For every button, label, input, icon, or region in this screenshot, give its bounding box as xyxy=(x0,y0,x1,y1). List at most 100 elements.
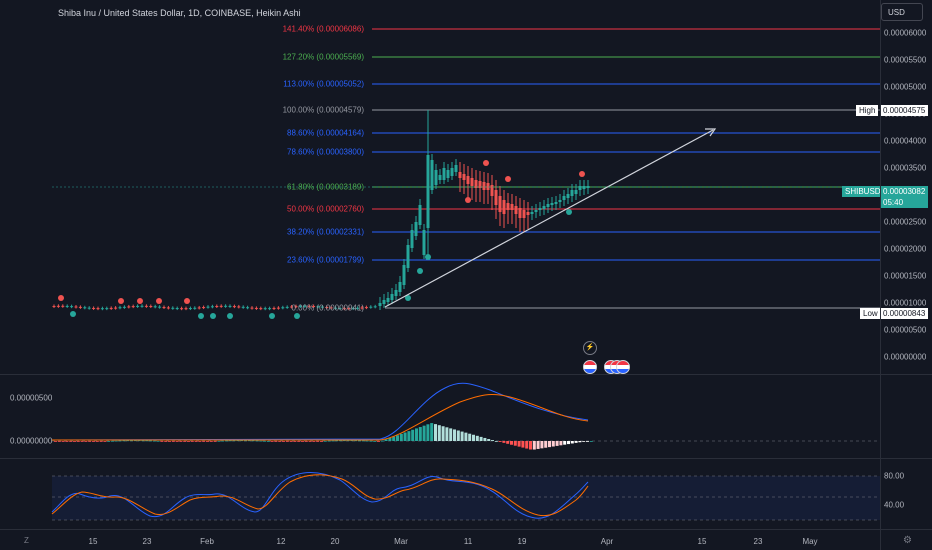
macd-bar xyxy=(555,441,559,446)
candle-body xyxy=(237,306,241,308)
macd-bar xyxy=(92,441,95,442)
candle-body xyxy=(558,200,562,202)
macd-bar xyxy=(228,440,232,442)
time-axis-label: 15 xyxy=(88,537,98,546)
candle-body xyxy=(259,308,263,310)
candle-body xyxy=(562,196,566,200)
candle-body xyxy=(522,210,526,218)
fib-level-label: 100.00% (0.00004579) xyxy=(282,105,364,115)
candle-body xyxy=(166,307,170,309)
tradingview-z-icon[interactable]: Z xyxy=(24,536,29,545)
macd-bar xyxy=(278,441,282,442)
candle-body xyxy=(394,290,398,296)
macd-bar xyxy=(369,440,373,442)
macd-bar xyxy=(525,441,529,449)
us-flag-event-icon[interactable] xyxy=(616,360,630,374)
candle-body xyxy=(149,306,153,308)
candle-body xyxy=(462,174,466,180)
macd-bar xyxy=(339,440,342,442)
candle-body xyxy=(482,182,486,190)
macd-bar xyxy=(247,440,251,442)
candle-body xyxy=(446,170,450,178)
us-flag-event-icon[interactable] xyxy=(583,360,597,374)
macd-bar xyxy=(111,440,114,442)
macd-axis-label: 0.00000500 xyxy=(10,393,53,403)
candle-body xyxy=(96,308,100,310)
currency-button[interactable]: USD xyxy=(881,3,923,21)
candle-body xyxy=(144,305,148,307)
chart-title: Shiba Inu / United States Dollar, 1D, CO… xyxy=(58,8,301,18)
macd-axis-label: 0.00000000 xyxy=(10,436,53,446)
macd-bar xyxy=(54,441,57,442)
pane-separator[interactable] xyxy=(0,458,932,459)
macd-histogram xyxy=(54,423,593,450)
candle-body xyxy=(197,307,201,309)
stoch-d-line xyxy=(51,474,589,517)
macd-bar xyxy=(118,440,122,442)
high-label-tag: High xyxy=(856,105,879,116)
settings-gear-icon[interactable]: ⚙ xyxy=(903,535,912,546)
macd-bar xyxy=(285,441,289,442)
signal-marker xyxy=(465,197,471,203)
candle-body xyxy=(414,222,418,236)
candle-body xyxy=(215,306,219,308)
candle-body xyxy=(398,282,402,292)
macd-bar xyxy=(168,441,171,442)
candle-body xyxy=(382,300,386,304)
macd-bar xyxy=(464,432,468,441)
macd-bar xyxy=(65,441,69,442)
macd-bar xyxy=(99,441,103,442)
price-axis-label: 0.00000000 xyxy=(884,352,927,362)
macd-bar xyxy=(61,441,65,442)
candle-body xyxy=(373,306,377,308)
macd-bar xyxy=(289,441,293,442)
macd-bar xyxy=(358,440,361,442)
signal-marker xyxy=(137,298,143,304)
macd-bar xyxy=(548,441,551,448)
candle-body xyxy=(206,306,210,308)
macd-bar xyxy=(282,441,285,442)
symbol-label-tag: SHIBUSD xyxy=(842,186,884,197)
candle-body xyxy=(498,196,502,212)
candle-body xyxy=(241,306,245,308)
candle-body xyxy=(546,204,550,207)
bar-countdown: 05:40 xyxy=(883,198,904,207)
candle-body xyxy=(378,303,382,306)
candle-body xyxy=(538,208,542,210)
candle-body xyxy=(307,305,311,307)
candle-body xyxy=(542,206,546,209)
macd-bar xyxy=(57,441,61,442)
macd-bar xyxy=(559,441,563,446)
macd-bar xyxy=(361,440,365,442)
macd-bar xyxy=(513,441,517,446)
macd-bar xyxy=(190,441,194,442)
macd-bar xyxy=(567,441,570,445)
macd-bar xyxy=(126,440,130,442)
candle-body xyxy=(347,308,351,310)
macd-bar xyxy=(342,440,346,442)
macd-bar xyxy=(479,436,483,441)
macd-bar xyxy=(107,440,111,442)
candle-body xyxy=(438,175,442,180)
candle-body xyxy=(136,305,140,307)
time-axis-label: 11 xyxy=(463,537,473,546)
lightning-icon[interactable]: ⚡ xyxy=(583,341,597,355)
macd-bar xyxy=(320,441,323,442)
fib-level-label: 127.20% (0.00005569) xyxy=(282,52,364,62)
macd-bar xyxy=(152,440,156,442)
pane-separator[interactable] xyxy=(0,374,932,375)
candle-body xyxy=(325,307,329,309)
candle-body xyxy=(184,308,188,310)
macd-bar xyxy=(396,435,399,441)
candle-body xyxy=(140,305,144,307)
macd-bar xyxy=(521,441,525,448)
macd-bar xyxy=(122,440,126,442)
macd-bar xyxy=(407,431,411,441)
candle-body xyxy=(418,205,422,225)
candle-body xyxy=(351,308,355,310)
candle-body xyxy=(294,306,298,308)
candle-body xyxy=(356,307,360,309)
candle-body xyxy=(526,212,530,215)
fib-level-label: 88.60% (0.00004164) xyxy=(287,128,364,138)
